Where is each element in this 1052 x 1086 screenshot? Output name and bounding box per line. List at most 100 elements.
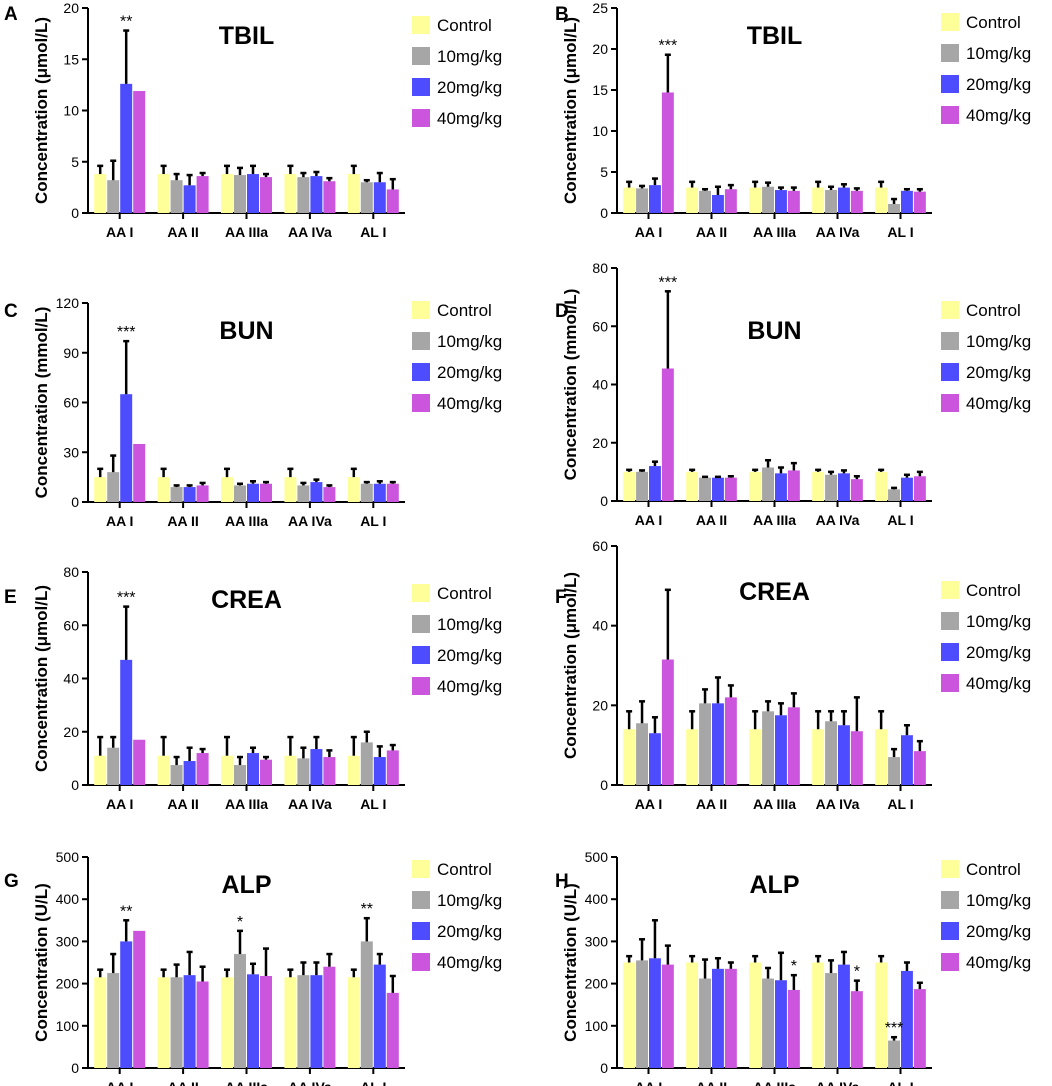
legend-label: 40mg/kg [437,109,502,128]
x-tick-label: AA IIIa [753,224,796,240]
y-tick-label: 500 [56,849,80,865]
legend-swatch [412,16,430,34]
bar-20mg-kg [120,659,133,785]
bar-10mg-kg [234,954,246,1068]
legend-swatch [412,922,430,940]
bar-10mg-kg [825,190,837,213]
x-tick-label: AL I [887,1079,913,1086]
legend-swatch [412,584,430,602]
bar-10mg-kg [234,175,246,213]
y-tick-label: 40 [592,618,608,634]
bar-control [94,477,107,502]
panel-letter: A [4,4,18,25]
legend-swatch [412,646,430,664]
bar-20mg-kg [247,483,259,502]
bar-40mg-kg [724,477,737,501]
bar-control [221,755,234,785]
panel-letter: D [555,301,569,322]
bar-10mg-kg [360,483,373,502]
bar-control [284,977,297,1068]
y-tick-label: 60 [63,395,79,411]
bar-control [347,977,360,1068]
y-tick-label: 400 [56,891,80,907]
bar-20mg-kg [373,182,386,213]
bar-40mg-kg [259,976,272,1068]
bar-20mg-kg [373,964,386,1068]
bar-20mg-kg [310,482,323,502]
bar-40mg-kg [724,968,737,1068]
bar-20mg-kg [901,190,913,213]
bar-40mg-kg [913,751,926,785]
bar-control [157,174,170,213]
bar-40mg-kg [386,189,399,213]
chart-title: ALP [750,871,800,899]
bar-control [686,729,699,785]
legend-label: 20mg/kg [437,922,502,941]
bar-40mg-kg [787,707,800,785]
y-tick-label: 20 [63,724,79,740]
bar-10mg-kg [699,477,711,501]
x-tick-label: AL I [887,224,913,240]
bar-20mg-kg [712,194,724,213]
bar-10mg-kg [360,941,373,1068]
legend-swatch [412,363,430,381]
legend-label: 40mg/kg [966,953,1031,972]
bar-control [157,977,170,1068]
bar-20mg-kg [838,725,850,785]
panel-a: A TBIL Concentration (μmol/L) 0 5 10 15 20 AA I A… [4,0,502,240]
legend-label: Control [437,16,492,35]
bar-20mg-kg [120,83,133,213]
x-tick-label: AA IVa [816,796,860,812]
legend-label: 10mg/kg [437,891,502,910]
bar-control [749,187,762,213]
x-tick-label: AA IVa [816,512,860,528]
bar-20mg-kg [649,185,661,213]
bar-40mg-kg [913,191,926,213]
bar-40mg-kg [787,190,800,213]
bar-40mg-kg [661,964,674,1068]
x-tick-label: AA IIIa [753,512,796,528]
x-tick-label: AA II [696,796,727,812]
legend-label: Control [437,584,492,603]
bar-40mg-kg [323,181,336,213]
bar-20mg-kg [183,185,196,213]
y-axis-label: Concentration (U/L) [32,883,51,1042]
bar-control [221,977,234,1068]
y-tick-label: 400 [585,891,609,907]
bar-control [347,755,360,785]
bar-40mg-kg [323,966,336,1068]
bar-control [875,962,888,1068]
bar-20mg-kg [649,733,661,785]
legend-swatch [941,891,959,909]
y-tick-label: 80 [592,260,608,276]
bar-20mg-kg [775,980,787,1068]
legend-swatch [412,332,430,350]
y-tick-label: 300 [56,933,80,949]
bar-10mg-kg [888,489,900,501]
bar-20mg-kg [838,187,850,213]
legend-swatch [941,301,959,319]
y-tick-label: 5 [600,164,608,180]
bar-10mg-kg [636,723,648,785]
bar-40mg-kg [133,91,146,213]
bar-control [686,187,699,213]
chart-title: ALP [222,871,272,899]
y-axis-label: Concentration (U/L) [561,883,580,1042]
y-tick-label: 0 [600,777,608,793]
bar-40mg-kg [661,92,674,213]
bar-20mg-kg [310,975,323,1068]
bar-40mg-kg [196,753,209,785]
panel-letter: B [555,4,569,25]
legend-swatch [412,394,430,412]
bar-40mg-kg [850,479,863,501]
bar-20mg-kg [901,735,913,785]
bar-10mg-kg [297,177,310,213]
x-tick-label: AA II [167,224,198,240]
y-tick-label: 90 [63,345,79,361]
bar-10mg-kg [636,960,648,1068]
bar-40mg-kg [196,176,209,213]
panel-letter: C [4,301,18,322]
panel-b: B TBIL Concentration (μmol/L) 0 5 10 15 20 25 AA … [555,0,1031,240]
x-tick-label: AA IIIa [225,796,268,812]
y-tick-label: 5 [71,154,79,170]
